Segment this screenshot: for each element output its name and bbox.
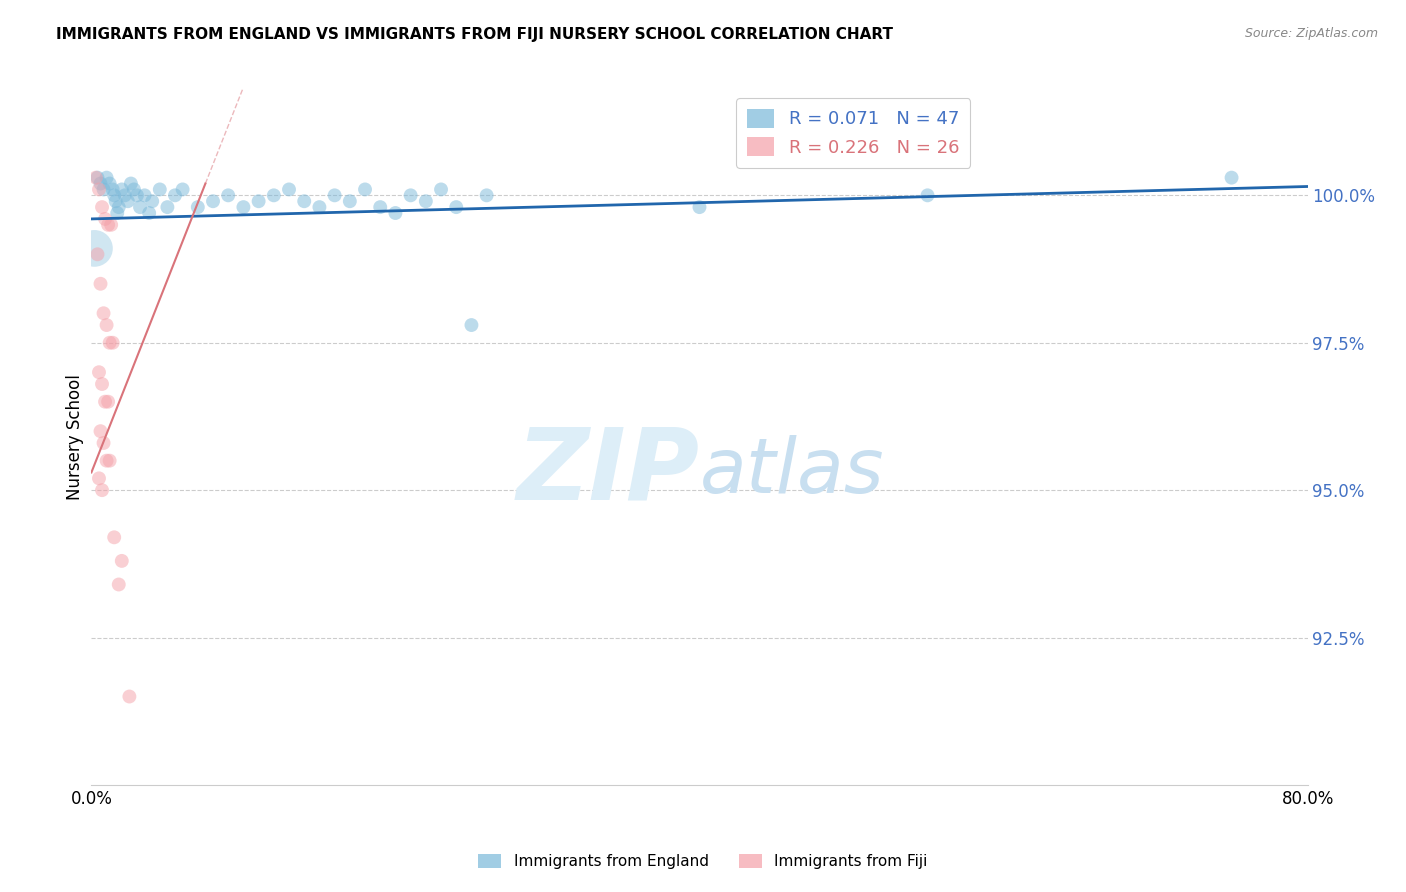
Point [114,188,136,202]
Point [93,182,115,196]
Point [93,306,115,320]
Point [117,194,139,209]
Point [125,188,148,202]
Point [94,211,117,226]
Point [415,194,437,209]
Point [217,188,239,202]
Point [89,177,111,191]
Point [292,194,315,209]
Point [107,577,129,591]
Legend: R = 0.071   N = 47, R = 0.226   N = 26: R = 0.071 N = 47, R = 0.226 N = 26 [737,98,970,168]
Point [163,188,186,202]
Text: IMMIGRANTS FROM ENGLAND VS IMMIGRANTS FROM FIJI NURSERY SCHOOL CORRELATION CHART: IMMIGRANTS FROM ENGLAND VS IMMIGRANTS FR… [56,27,893,42]
Text: atlas: atlas [699,435,884,508]
Point [93,436,115,450]
Point [87,365,110,379]
Point [89,424,111,438]
Point [430,182,453,196]
Point [86,170,108,185]
Point [103,188,125,202]
Legend: Immigrants from England, Immigrants from Fiji: Immigrants from England, Immigrants from… [472,848,934,875]
Point [129,200,152,214]
Point [89,277,111,291]
Point [111,554,134,568]
Point [96,453,118,467]
Point [104,194,127,209]
Point [1220,170,1243,185]
Point [323,188,346,202]
Point [98,177,121,191]
Point [96,318,118,332]
Point [86,247,108,261]
Point [83,241,105,255]
Point [103,530,125,544]
Point [339,194,361,209]
Y-axis label: Nursery School: Nursery School [66,374,84,500]
Point [101,182,124,196]
Point [444,200,467,214]
Point [120,177,142,191]
Point [308,200,330,214]
Text: Source: ZipAtlas.com: Source: ZipAtlas.com [1244,27,1378,40]
Point [247,194,270,209]
Point [688,200,710,214]
Point [98,335,121,350]
Point [475,188,498,202]
Point [232,200,254,214]
Point [278,182,301,196]
Point [202,194,225,209]
Point [354,182,377,196]
Point [368,200,391,214]
Point [122,182,145,196]
Point [91,483,114,497]
Point [141,194,163,209]
Point [460,318,482,332]
Text: ZIP: ZIP [516,424,699,520]
Point [97,218,120,232]
Point [138,206,160,220]
Point [149,182,172,196]
Point [91,200,114,214]
Point [111,182,134,196]
Point [118,690,141,704]
Point [384,206,406,220]
Point [94,394,117,409]
Point [107,200,129,214]
Point [187,200,209,214]
Point [263,188,285,202]
Point [96,170,118,185]
Point [156,200,179,214]
Point [399,188,422,202]
Point [87,182,110,196]
Point [97,394,120,409]
Point [84,170,107,185]
Point [91,377,114,392]
Point [98,453,121,467]
Point [87,471,110,485]
Point [101,335,124,350]
Point [134,188,156,202]
Point [172,182,194,196]
Point [917,188,939,202]
Point [105,206,128,220]
Point [100,218,122,232]
